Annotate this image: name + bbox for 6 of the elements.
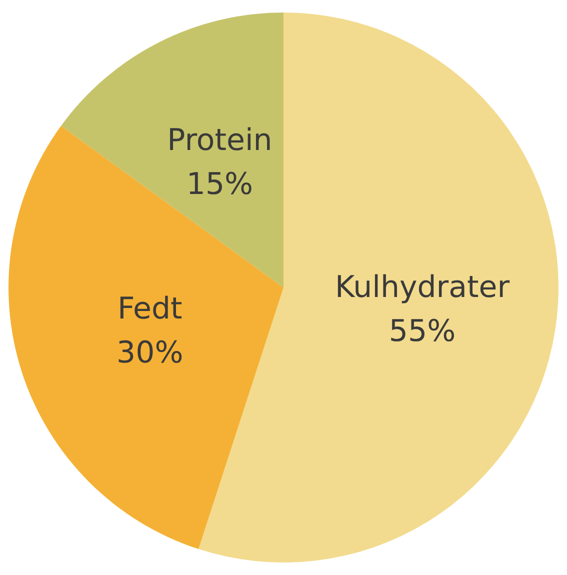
slice-label: Fedt xyxy=(117,291,183,326)
data-label: 15% xyxy=(186,166,254,202)
slice-label: Kulhydrater xyxy=(334,270,510,305)
data-label: 55% xyxy=(388,314,456,349)
data-label: 30% xyxy=(116,335,184,370)
slice-label: Protein xyxy=(167,122,272,158)
